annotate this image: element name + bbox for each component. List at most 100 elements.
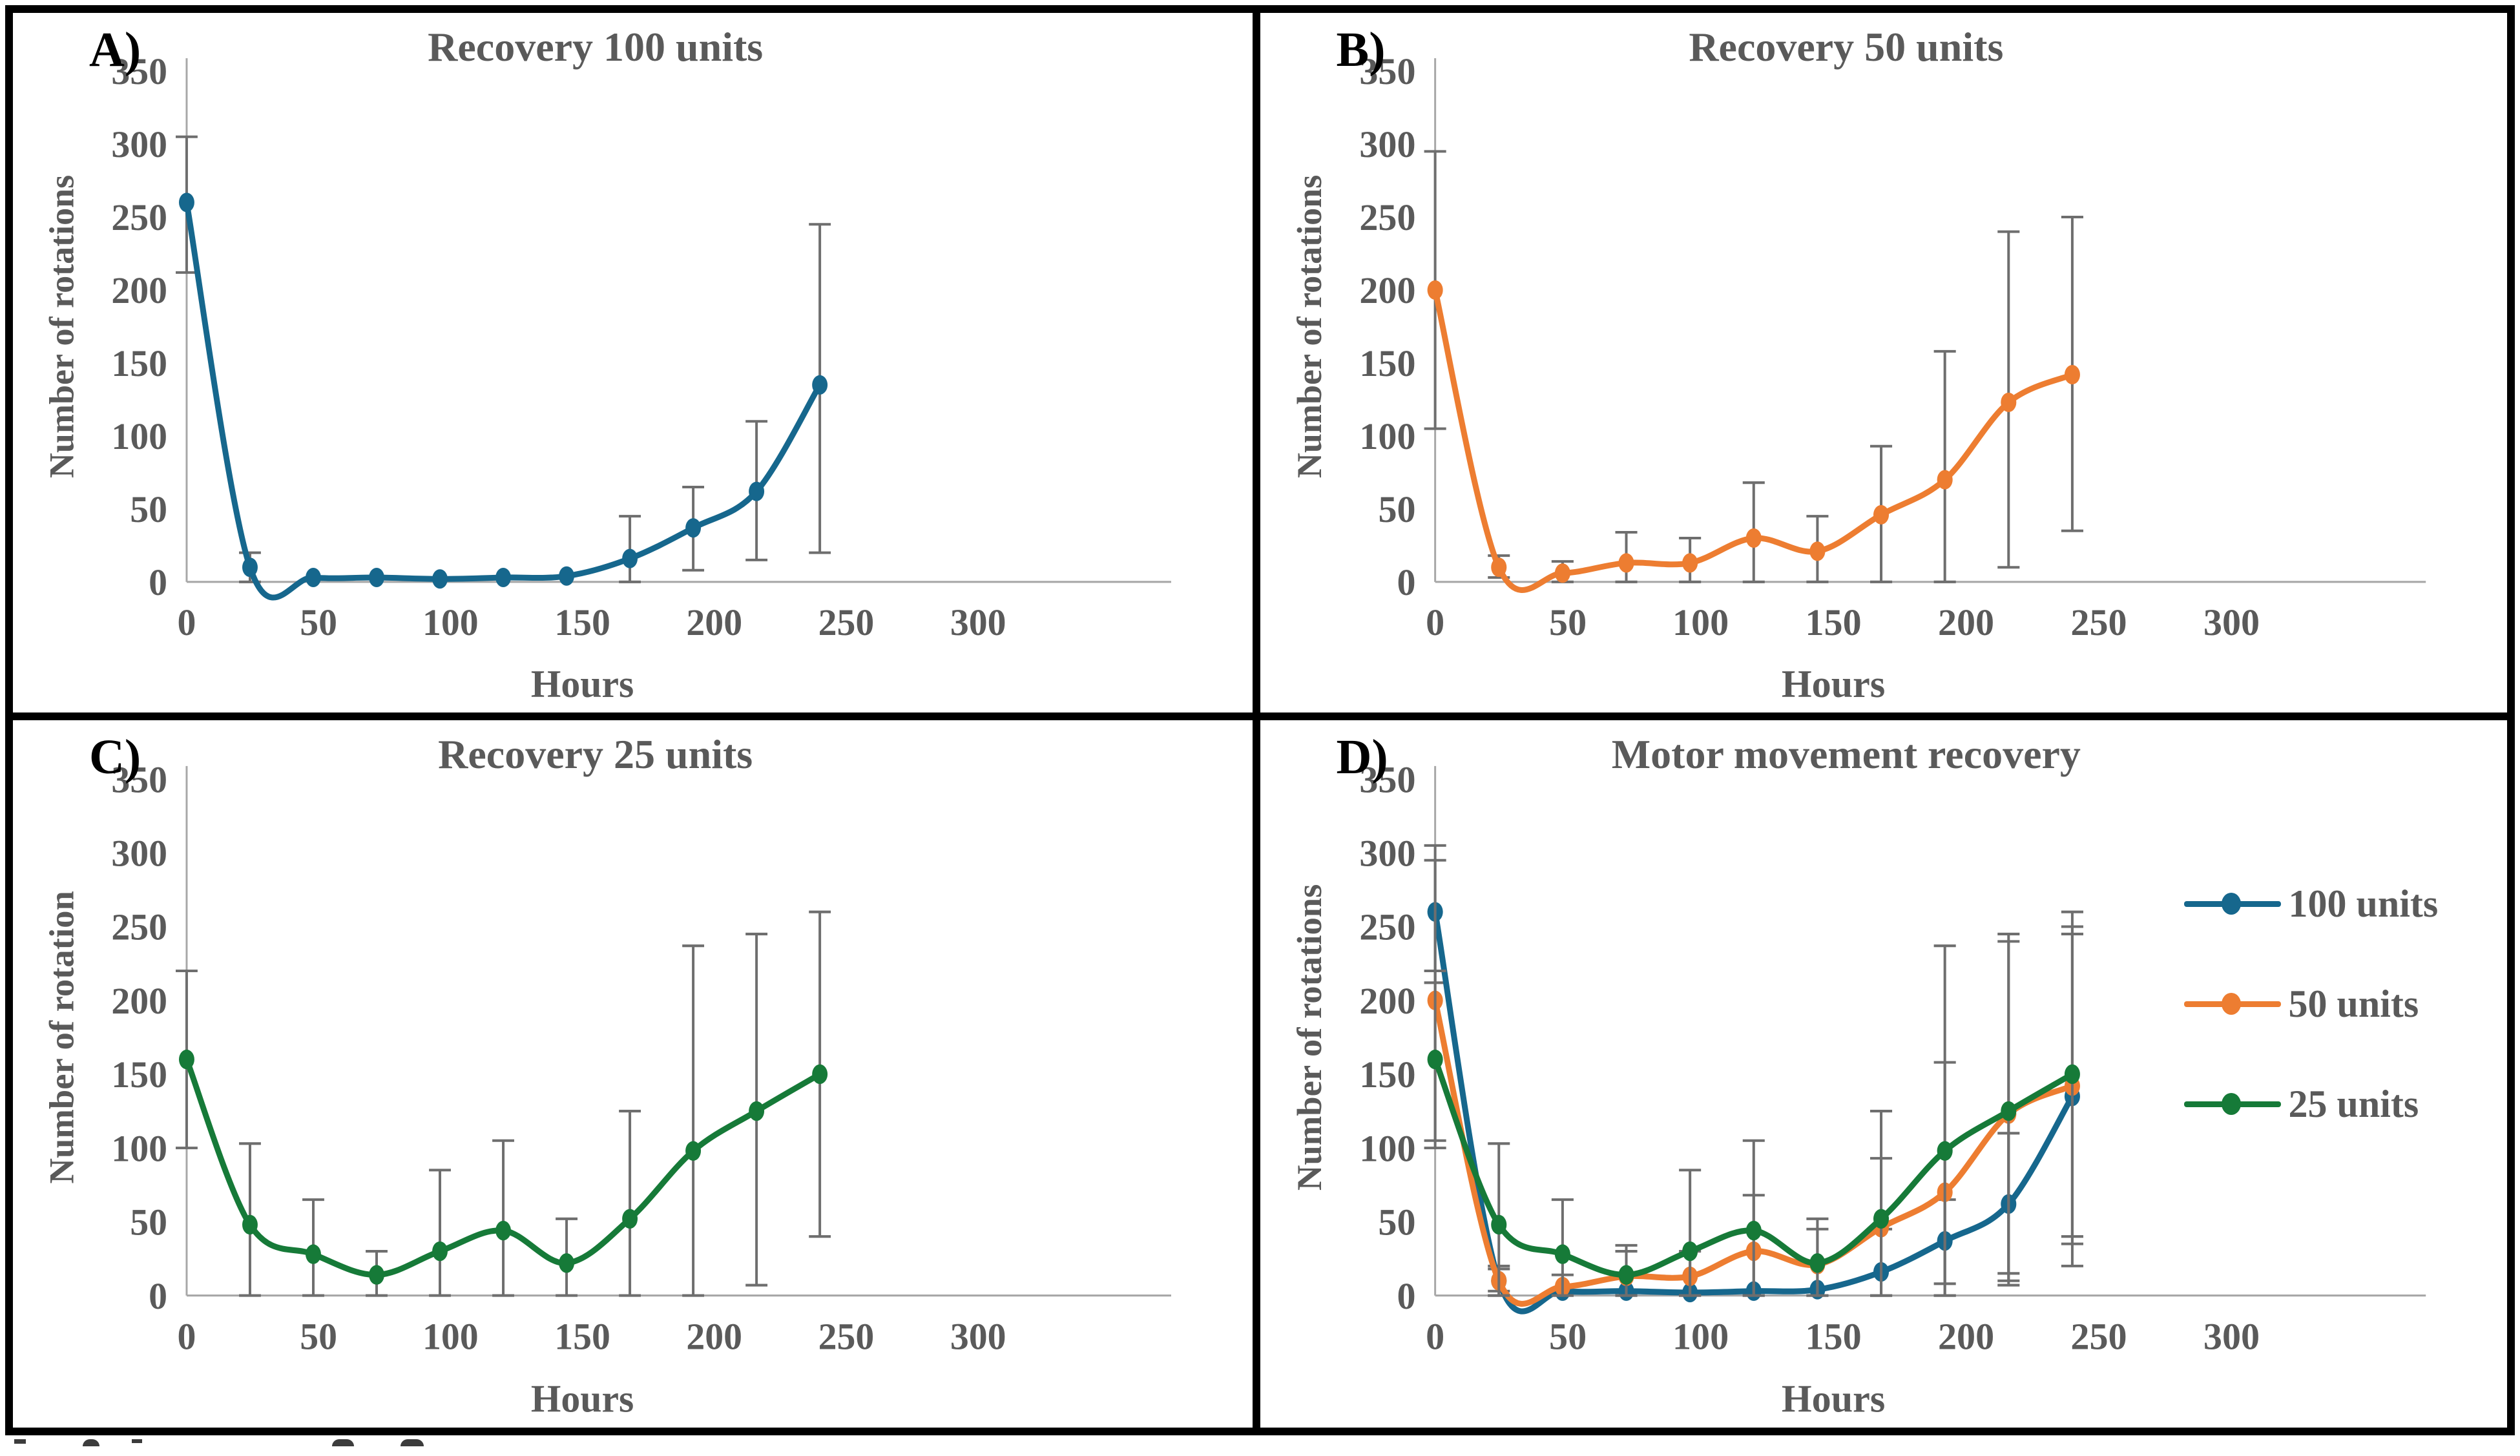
legend-label-blue: 100 units	[2288, 882, 2439, 925]
x-tick-label: 300	[950, 601, 1006, 643]
y-axis-label: Number of rotations	[43, 175, 81, 478]
legend-label-orange: 50 units	[2288, 983, 2419, 1025]
x-tick-label: 100	[422, 1315, 479, 1358]
y-tick-label: 200	[1359, 980, 1415, 1022]
panel-a: A) Recovery 100 units 0 50 100 150 200 250 300…	[13, 13, 1260, 720]
series-markers-green	[178, 1049, 828, 1285]
x-tick-label: 250	[818, 1315, 875, 1358]
y-tick-label: 150	[111, 1054, 167, 1096]
legend-dot-green	[2221, 1093, 2241, 1115]
x-tick-label: 50	[300, 601, 337, 643]
y-tick-label: 50	[1378, 1201, 1415, 1243]
caption-glyph-fragment	[132, 1439, 142, 1443]
tick-labels: 0 50 100 150 200 250 300 350 0 50 100 150 200 250 300	[111, 758, 1006, 1358]
y-axis-label: Number of rotations	[1290, 884, 1329, 1191]
x-tick-label: 200	[1937, 1315, 1994, 1357]
y-tick-label: 150	[111, 342, 167, 384]
x-tick-label: 100	[1672, 1315, 1728, 1357]
x-tick-label: 0	[178, 1315, 196, 1358]
x-tick-label: 50	[300, 1315, 337, 1358]
series-line-blue	[183, 199, 823, 601]
legend-dot-blue	[2221, 893, 2241, 915]
y-tick-label: 200	[1359, 269, 1415, 311]
x-tick-label: 150	[1805, 601, 1861, 643]
chart-a: 0 50 100 150 200 250 300 350 0 50 100 150 200 250 300 N…	[43, 50, 1171, 705]
y-tick-label: 50	[1378, 488, 1415, 530]
chart-b: 0 50 100 150 200 250 300 350 0 50 100 150 200 250 300 N…	[1290, 50, 2426, 705]
series-markers-orange	[1427, 280, 2080, 583]
y-tick-label: 200	[111, 980, 167, 1023]
tick-labels: 0 50 100 150 200 250 300 350 0 50 100 150 200 250 300	[1359, 758, 2260, 1358]
x-axis-label: Hours	[1781, 662, 1884, 705]
panel-title-c: Recovery 25 units	[438, 731, 753, 777]
x-axis-label: Hours	[531, 663, 634, 705]
error-bars-orange	[1424, 150, 2083, 583]
x-tick-label: 250	[2070, 601, 2127, 643]
x-tick-label: 250	[2070, 1315, 2127, 1357]
x-tick-label: 200	[1937, 601, 1994, 643]
panel-c: C) Recovery 25 units 0 50 100 150 200 250 300 3…	[13, 720, 1260, 1428]
x-tick-label: 150	[554, 601, 610, 643]
panel-title-a: Recovery 100 units	[428, 24, 764, 70]
y-tick-label: 350	[111, 758, 167, 801]
x-tick-label: 100	[422, 601, 479, 643]
panel-title-b: Recovery 50 units	[1689, 24, 2004, 70]
y-tick-label: 250	[1359, 906, 1415, 948]
legend-marker-blue	[2183, 893, 2281, 915]
y-tick-label: 200	[111, 269, 167, 311]
y-tick-label: 100	[1359, 415, 1415, 457]
legend-item-blue: 100 units	[2183, 882, 2439, 926]
legend-marker-green	[2183, 1093, 2281, 1115]
cropped-caption-fragment	[5, 1439, 845, 1455]
y-tick-label: 100	[111, 1127, 167, 1170]
y-tick-label: 150	[1359, 342, 1415, 384]
y-tick-label: 350	[1359, 50, 1415, 92]
caption-glyph-fragment	[332, 1439, 354, 1446]
y-tick-label: 250	[111, 906, 167, 948]
y-tick-label: 300	[111, 123, 167, 165]
x-tick-label: 0	[1426, 601, 1444, 643]
panel-letter-c: C)	[89, 730, 141, 784]
y-tick-label: 250	[1359, 196, 1415, 238]
panel-letter-a: A)	[89, 23, 141, 77]
y-axis-label: Number of rotations	[1290, 175, 1329, 478]
y-tick-label: 0	[149, 1274, 167, 1317]
legend-label-green: 25 units	[2288, 1083, 2419, 1125]
series-markers-blue	[178, 192, 828, 589]
y-tick-label: 300	[1359, 123, 1415, 165]
y-tick-label: 350	[111, 50, 167, 92]
y-tick-label: 100	[111, 415, 167, 457]
y-tick-label: 350	[1359, 758, 1415, 800]
x-tick-label: 50	[1549, 1315, 1587, 1357]
y-axis-label: Number of rotation	[43, 891, 81, 1183]
x-axis-label: Hours	[1781, 1377, 1884, 1420]
y-tick-label: 0	[1397, 1275, 1415, 1317]
legend-item-green: 25 units	[2183, 1082, 2439, 1127]
y-tick-label: 250	[111, 196, 167, 238]
legend-item-orange: 50 units	[2183, 982, 2439, 1026]
tick-labels: 0 50 100 150 200 250 300 350 0 50 100 150 200 250 300	[111, 50, 1006, 643]
chart-c: 0 50 100 150 200 250 300 350 0 50 100 150 200 250 300 N…	[43, 758, 1171, 1421]
caption-glyph-fragment	[401, 1439, 424, 1446]
x-axis-label: Hours	[531, 1377, 634, 1421]
x-tick-label: 200	[686, 601, 742, 643]
panel-d: D) Motor movement recovery 0 50 100 150 200 2…	[1260, 720, 2507, 1428]
legend-marker-orange	[2183, 993, 2281, 1015]
panel-title-d: Motor movement recovery	[1611, 731, 2081, 777]
chart-d: 0 50 100 150 200 250 300 350 0 50 100 150 200 250 300 N…	[1290, 758, 2426, 1421]
caption-glyph-fragment	[83, 1439, 99, 1446]
x-tick-label: 150	[1805, 1315, 1861, 1357]
y-tick-label: 300	[1359, 832, 1415, 874]
panel-b: B) Recovery 50 units 0 50 100 150 200 250 300 3…	[1260, 13, 2507, 720]
x-tick-label: 150	[554, 1315, 610, 1358]
x-tick-label: 0	[1426, 1315, 1444, 1357]
series-markers-green	[1427, 1049, 2080, 1285]
y-tick-label: 50	[130, 488, 167, 530]
legend-dot-orange	[2221, 993, 2241, 1015]
figure-border: A) Recovery 100 units 0 50 100 150 200 250 300…	[5, 5, 2515, 1435]
x-tick-label: 0	[178, 601, 196, 643]
x-tick-label: 50	[1549, 601, 1587, 643]
error-bars-blue	[176, 135, 831, 583]
x-tick-label: 300	[2203, 1315, 2259, 1357]
y-tick-label: 150	[1359, 1054, 1415, 1096]
